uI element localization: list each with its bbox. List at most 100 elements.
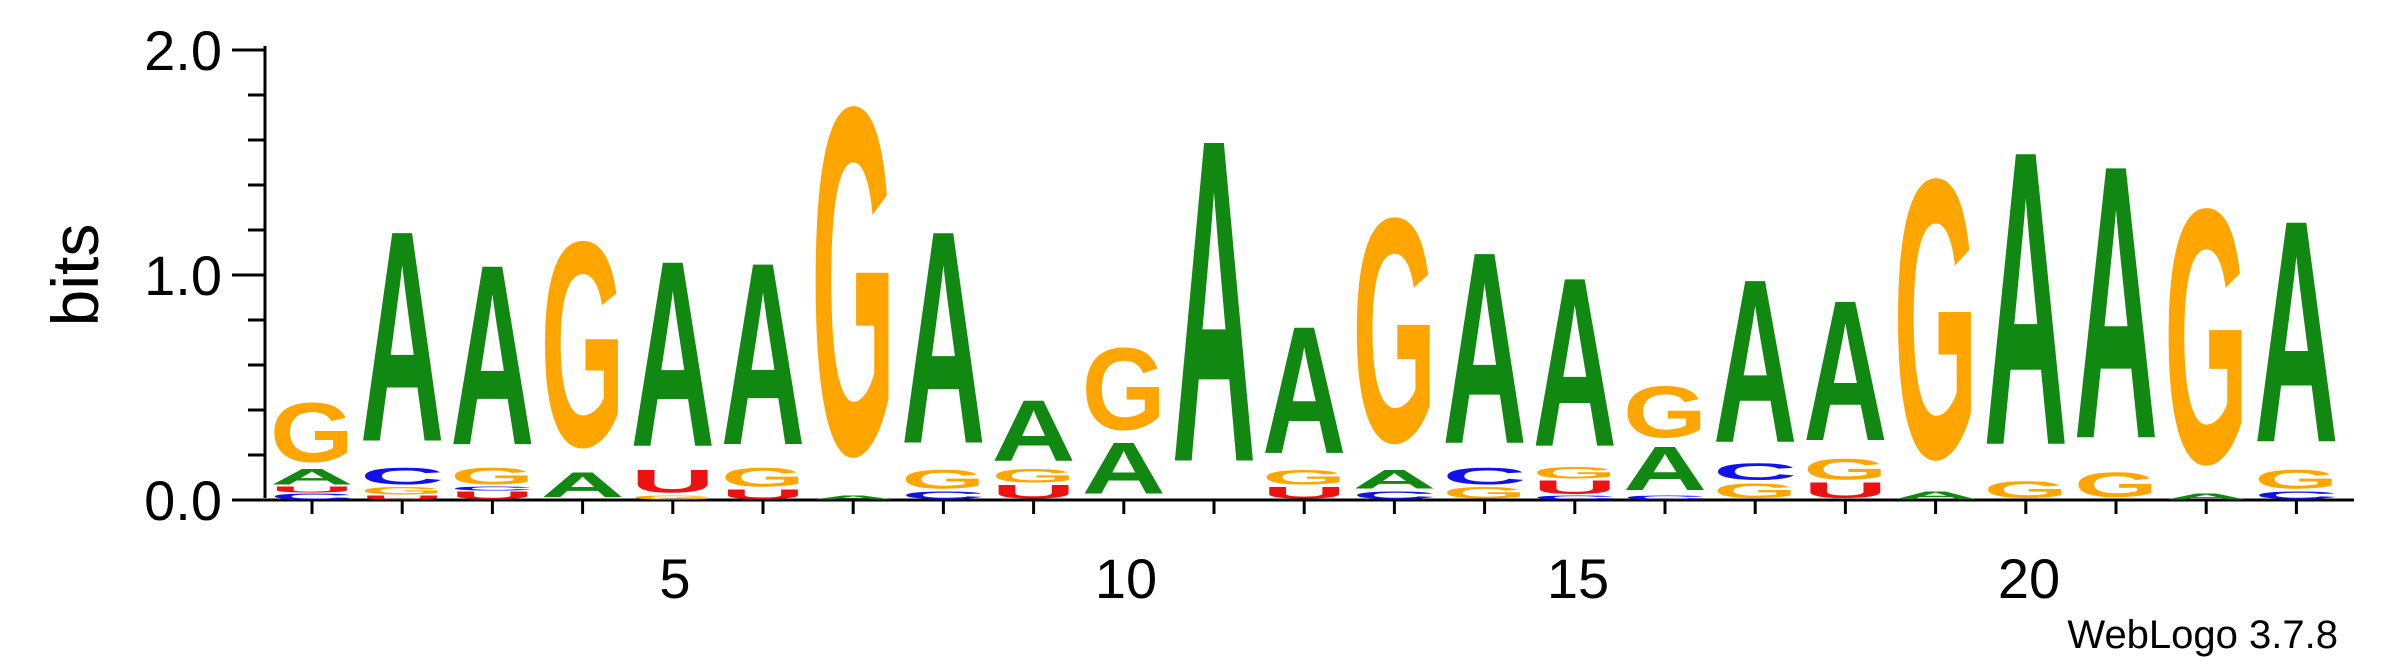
logo-letter-A: A (1984, 65, 2068, 534)
x-tick-label-15: 15 (1547, 547, 1609, 610)
svg-text:C: C (1623, 495, 1707, 501)
logo-letter-G: G (1894, 95, 1978, 541)
svg-text:G: G (541, 180, 625, 508)
svg-text:U: U (992, 481, 1076, 502)
svg-text:A: A (2164, 492, 2248, 501)
logo-letter-G: G (1533, 464, 1617, 482)
svg-text:C: C (360, 462, 444, 489)
svg-text:U: U (1262, 484, 1346, 502)
logo-letter-U: U (270, 485, 354, 494)
svg-text:C: C (2254, 489, 2338, 501)
logo-letter-A: A (1262, 290, 1346, 493)
logo-letter-G: G (1623, 371, 1707, 454)
logo-letter-G: G (1352, 152, 1436, 510)
svg-text:U: U (721, 487, 805, 502)
svg-text:G: G (1623, 371, 1707, 454)
logo-letter-U: U (360, 495, 444, 501)
logo-letter-C: C (901, 489, 985, 501)
weblogo-credit: WebLogo 3.7.8 (2067, 613, 2338, 657)
svg-text:A: A (1082, 427, 1166, 509)
svg-text:G: G (1352, 152, 1436, 510)
logo-letter-C: C (1623, 495, 1707, 501)
svg-text:C: C (1352, 489, 1436, 501)
logo-letter-G: G (1082, 323, 1166, 454)
svg-text:G: G (992, 466, 1076, 487)
svg-text:A: A (1894, 489, 1978, 501)
logo-letter-G: G (631, 495, 715, 501)
logo-letter-A: A (631, 205, 715, 503)
svg-text:G: G (2254, 464, 2338, 494)
svg-text:G: G (1262, 465, 1346, 489)
svg-text:G: G (1803, 452, 1887, 486)
svg-text:G: G (1443, 484, 1527, 502)
logo-letter-U: U (1803, 478, 1887, 502)
svg-text:A: A (270, 465, 354, 489)
svg-text:C: C (1533, 495, 1617, 501)
svg-text:G: G (1984, 476, 2068, 503)
logo-letter-G: G (1713, 479, 1797, 503)
logo-letter-A: A (2074, 85, 2158, 521)
svg-text:G: G (901, 464, 985, 494)
svg-text:G: G (270, 385, 354, 480)
svg-text:A: A (1803, 258, 1887, 483)
x-axis: 5 10 15 20 (265, 498, 2354, 610)
logo-letter-A: A (811, 495, 895, 501)
logo-letter-U: U (1533, 477, 1617, 498)
logo-letter-G: G (541, 180, 625, 508)
logo-letter-G: G (2074, 465, 2158, 505)
logo-letter-A: A (1713, 232, 1797, 493)
y-tick-label-1: 1.0 (144, 244, 222, 307)
logo-letter-A: A (270, 465, 354, 489)
logo-letter-G: G (2164, 133, 2248, 540)
logo-letter-A: A (1443, 194, 1527, 501)
svg-text:U: U (270, 485, 354, 494)
svg-text:U: U (450, 489, 534, 501)
svg-text:A: A (541, 465, 625, 504)
svg-text:G: G (811, 5, 895, 559)
svg-text:C: C (1713, 458, 1797, 485)
svg-text:G: G (2074, 465, 2158, 505)
svg-text:A: A (1443, 194, 1527, 501)
svg-text:G: G (721, 462, 805, 492)
svg-text:A: A (360, 169, 444, 505)
logo-letter-C: C (1352, 489, 1436, 501)
logo-letter-U: U (450, 489, 534, 501)
logo-letter-U: U (992, 481, 1076, 502)
svg-text:G: G (1533, 464, 1617, 482)
logo-letter-A: A (1894, 489, 1978, 501)
svg-text:A: A (2074, 85, 2158, 521)
svg-text:G: G (1713, 479, 1797, 503)
svg-text:G: G (631, 495, 715, 501)
logo-letter-A: A (1082, 427, 1166, 509)
svg-text:U: U (360, 495, 444, 501)
logo-letter-G: G (1262, 465, 1346, 489)
svg-text:C: C (1443, 462, 1527, 489)
svg-text:G: G (2164, 133, 2248, 540)
svg-text:U: U (631, 464, 715, 500)
logo-letter-A: A (450, 212, 534, 499)
logo-letter-G: G (1443, 484, 1527, 502)
svg-text:A: A (1172, 44, 1256, 560)
logo-letter-C: C (360, 462, 444, 489)
logo-letter-G: G (721, 462, 805, 492)
y-axis-title: bits (38, 224, 112, 327)
svg-text:A: A (992, 382, 1076, 479)
logo-letter-U: U (631, 464, 715, 500)
svg-text:G: G (1082, 323, 1166, 454)
svg-text:U: U (1803, 478, 1887, 502)
svg-text:A: A (901, 168, 985, 507)
svg-text:A: A (1533, 228, 1617, 498)
logo-letter-A: A (541, 465, 625, 504)
logo-letter-G: G (811, 5, 895, 559)
logo-letter-C: C (2254, 489, 2338, 501)
svg-text:A: A (2254, 153, 2338, 509)
svg-text:G: G (450, 462, 534, 489)
svg-text:A: A (1262, 290, 1346, 493)
logo-letter-A: A (1533, 228, 1617, 498)
svg-text:A: A (1713, 232, 1797, 493)
svg-text:G: G (1894, 95, 1978, 541)
svg-text:A: A (631, 205, 715, 503)
svg-text:A: A (811, 495, 895, 501)
